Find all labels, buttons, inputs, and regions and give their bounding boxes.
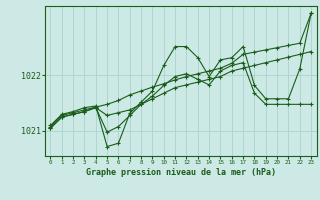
X-axis label: Graphe pression niveau de la mer (hPa): Graphe pression niveau de la mer (hPa) [86,168,276,177]
